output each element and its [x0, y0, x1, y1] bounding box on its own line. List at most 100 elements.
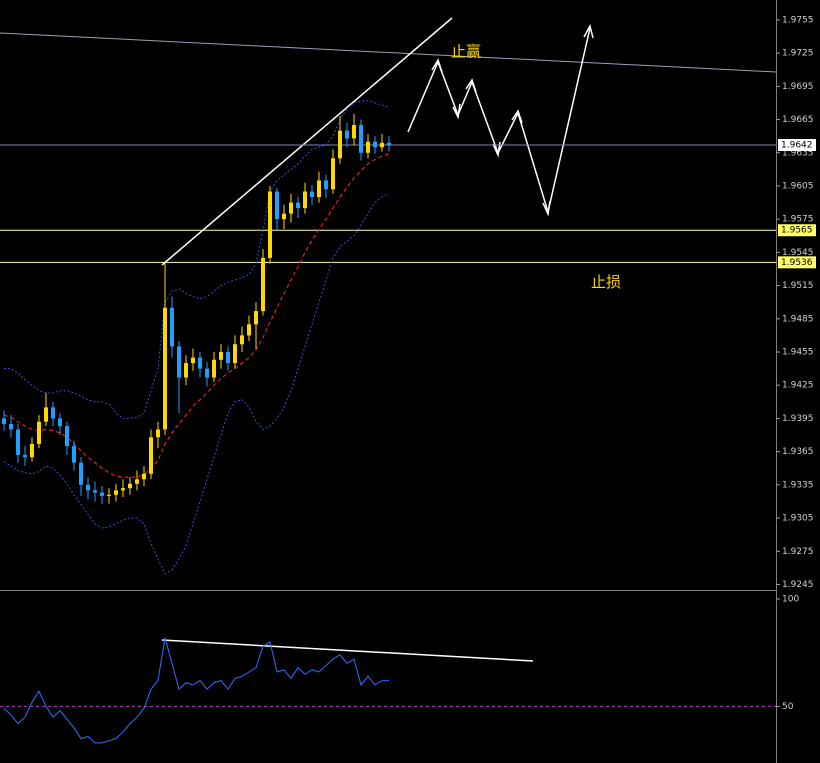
- arrow-head: [431, 58, 443, 73]
- level-tag: [778, 256, 816, 269]
- candle-body: [289, 202, 293, 214]
- candle-body: [331, 158, 335, 190]
- y-tick-label: 1.9245: [782, 580, 814, 590]
- arrow-head: [511, 109, 523, 124]
- resistance-line: [0, 32, 777, 73]
- candle-body: [198, 357, 202, 369]
- level-tag-label: 1.9642: [781, 141, 813, 151]
- candle-body: [142, 473, 146, 480]
- arrow-head: [583, 23, 594, 39]
- candle-body: [23, 454, 27, 458]
- y-tick-label: 1.9365: [782, 447, 814, 457]
- y-tick-label: 1.9455: [782, 348, 814, 358]
- candle-body: [296, 202, 300, 209]
- arrow-head: [465, 78, 477, 93]
- arrow-head: [452, 103, 461, 120]
- candle-body: [317, 180, 321, 198]
- candle-body: [79, 462, 83, 485]
- candle-body: [107, 494, 111, 496]
- candle-body: [191, 357, 195, 364]
- y-tick-label: 1.9725: [782, 49, 814, 59]
- level-tag-label: 1.9536: [781, 258, 813, 268]
- y-tick-label: 1.9485: [782, 314, 814, 324]
- level-tag: [778, 224, 816, 237]
- y-tick-label: 1.9395: [782, 414, 814, 424]
- y-tick-label: 50: [782, 702, 794, 712]
- candle-body: [226, 352, 230, 364]
- candle-body: [121, 488, 125, 491]
- candle-body: [282, 213, 286, 220]
- candle-body: [205, 368, 209, 378]
- candle-body: [30, 443, 34, 458]
- arrow-head: [492, 141, 501, 158]
- candle-body: [114, 490, 118, 495]
- candle-body: [9, 423, 13, 430]
- candle-body: [345, 130, 349, 139]
- candle-body: [303, 191, 307, 209]
- trend-line: [161, 17, 453, 266]
- y-tick-label: 1.9755: [782, 15, 814, 25]
- candle-body: [86, 484, 90, 491]
- y-tick-label: 1.9545: [782, 248, 814, 258]
- candle-body: [261, 257, 265, 312]
- candle-body: [387, 142, 391, 146]
- candle-body: [177, 346, 181, 378]
- candle-body: [233, 344, 237, 364]
- candle-body: [352, 125, 356, 139]
- candle-body: [58, 418, 62, 427]
- y-tick-label: 1.9665: [782, 115, 814, 125]
- y-tick-label: 1.9335: [782, 480, 814, 490]
- level-tag: [778, 139, 816, 152]
- candle-body: [247, 324, 251, 336]
- candle-body: [380, 142, 384, 148]
- y-tick-label: 1.9515: [782, 281, 814, 291]
- candle-body: [170, 307, 174, 347]
- candle-body: [184, 363, 188, 378]
- candle-body: [366, 141, 370, 153]
- candle-body: [72, 446, 76, 463]
- candle-body: [135, 479, 139, 484]
- candle-body: [275, 191, 279, 220]
- candle-body: [2, 418, 6, 424]
- candle-body: [324, 180, 328, 190]
- y-tick-label: 1.9695: [782, 82, 814, 92]
- annotation: 止赢: [451, 43, 481, 61]
- candle-body: [219, 352, 223, 360]
- candle-body: [37, 421, 41, 444]
- drawings: [0, 17, 777, 662]
- candle-body: [310, 191, 314, 198]
- y-tick-label: 1.9605: [782, 181, 814, 191]
- y-tick-label: 1.9305: [782, 514, 814, 524]
- candle-body: [359, 125, 363, 153]
- candle-body: [128, 483, 132, 489]
- candle-body: [156, 429, 160, 438]
- candle-body: [51, 407, 55, 419]
- indicator-line: [3, 193, 390, 575]
- rsi-line: [3, 637, 389, 744]
- level-tag-label: 1.9565: [781, 226, 813, 236]
- rsi-trend-line: [161, 639, 534, 662]
- candle-body: [65, 426, 69, 447]
- annotation: 止损: [591, 273, 621, 291]
- candle-body: [163, 307, 167, 430]
- candle-body: [268, 191, 272, 258]
- candle-body: [212, 359, 216, 378]
- candle-body: [44, 407, 48, 422]
- candle-body: [254, 311, 258, 325]
- candle-body: [240, 335, 244, 345]
- candle-body: [100, 492, 104, 496]
- candle-body: [16, 429, 20, 455]
- y-tick-label: 1.9575: [782, 215, 814, 225]
- arrow-head: [542, 200, 551, 217]
- y-tick-label: 100: [782, 595, 799, 605]
- candle-body: [93, 490, 97, 493]
- indicator-line: [4, 100, 390, 419]
- candle-body: [373, 141, 377, 148]
- candle-body: [149, 437, 153, 474]
- y-tick-label: 1.9425: [782, 381, 814, 391]
- y-tick-label: 1.9635: [782, 148, 814, 158]
- candle-body: [338, 130, 342, 159]
- y-tick-label: 1.9275: [782, 547, 814, 557]
